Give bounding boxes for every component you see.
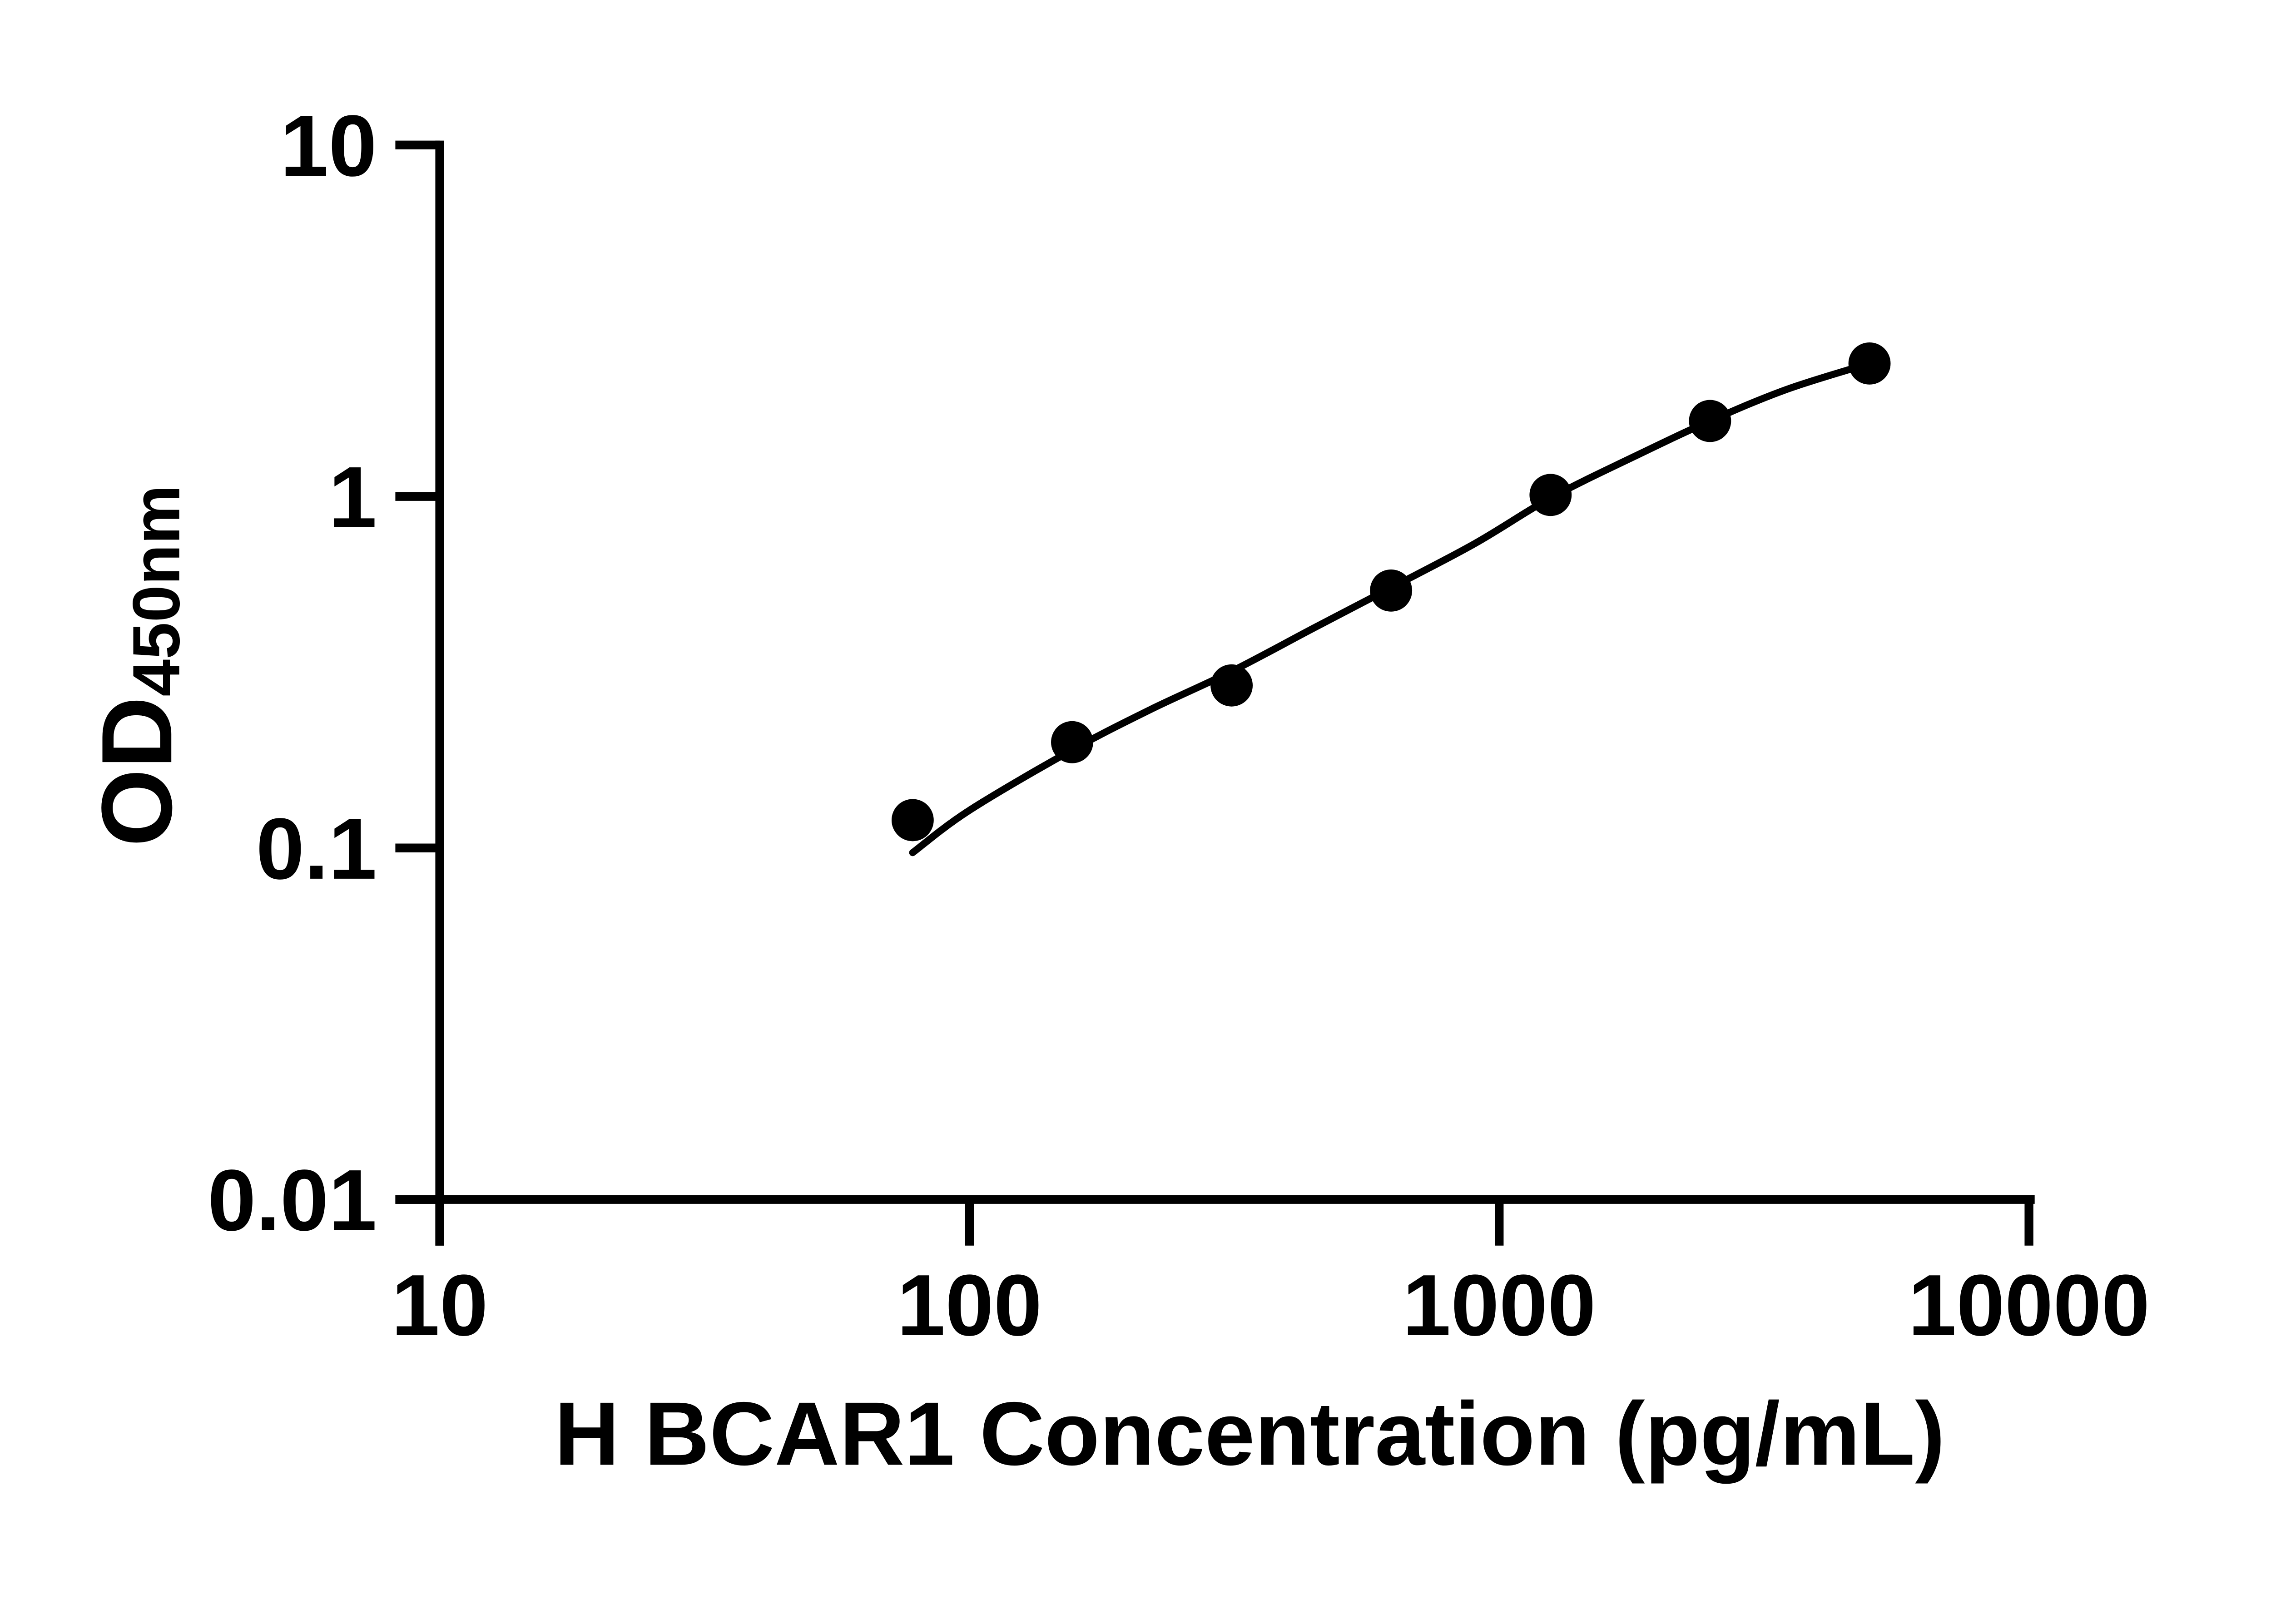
data-point-marker (1370, 569, 1413, 612)
x-axis-title: H BCAR1 Concentration (pg/mL) (555, 1384, 1945, 1484)
plot-area: 10 100 1000 10000 10 1 0.1 0.01 (208, 97, 2150, 1354)
data-point-marker (1529, 474, 1572, 516)
standard-curve-chart: 10 100 1000 10000 10 1 0.1 0.01 H BCAR1 Concent… (80, 97, 2150, 1485)
x-tick-label-10000: 10000 (1908, 1257, 2150, 1354)
data-point-marker (1689, 400, 1731, 442)
x-tick-label-10: 10 (392, 1257, 488, 1354)
y-tick-label-0.01: 0.01 (208, 1152, 377, 1249)
x-tick-label-1000: 1000 (1403, 1257, 1596, 1354)
y-axis-title-main: OD (80, 697, 193, 847)
y-axis-title: OD450nm (80, 485, 193, 847)
elisa-standard-curve-figure: 10 100 1000 10000 10 1 0.1 0.01 H BCAR1 Concent… (80, 97, 2150, 1485)
data-point-marker (1051, 721, 1093, 763)
data-point-marker (1848, 342, 1891, 385)
y-tick-label-1: 1 (328, 449, 377, 546)
x-tick-label-100: 100 (897, 1257, 1042, 1354)
y-tick-label-0.1: 0.1 (256, 800, 377, 897)
y-axis-title-subscript: 450nm (119, 485, 194, 697)
data-point-marker (1210, 664, 1253, 707)
data-point-marker (891, 799, 934, 842)
y-tick-label-10: 10 (280, 97, 377, 194)
